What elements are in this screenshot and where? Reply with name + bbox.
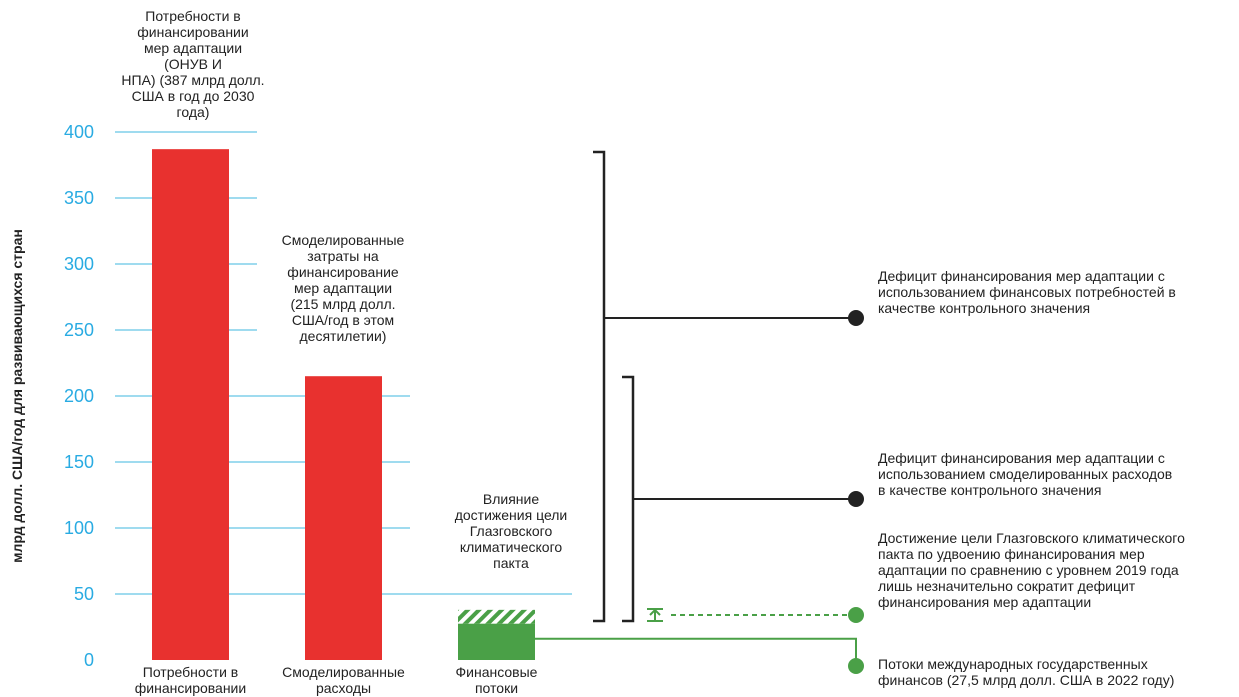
annotation-text: финансов (27,5 млрд долл. США в 2022 год… xyxy=(878,672,1174,688)
data-label: десятилетии) xyxy=(300,328,387,344)
data-label: финансировании xyxy=(137,24,248,40)
glasgow-hatch xyxy=(458,609,535,624)
y-tick-label: 400 xyxy=(64,122,94,142)
data-label: мер адаптации xyxy=(144,40,242,56)
annotation-text: в качестве контрольного значения xyxy=(878,482,1101,498)
y-tick-label: 350 xyxy=(64,188,94,208)
y-tick-label: 250 xyxy=(64,320,94,340)
annotation-text: использованием смоделированных расходов xyxy=(878,466,1172,482)
annotation-text: адаптации по сравнению с уровнем 2019 го… xyxy=(878,562,1179,578)
x-tick-label: потоки xyxy=(475,680,518,696)
annotation-text: финансирования мер адаптации xyxy=(878,594,1091,610)
annotation-text: Дефицит финансирования мер адаптации с xyxy=(878,268,1165,284)
data-label: США в год до 2030 xyxy=(132,88,255,104)
glasgow-arrow-head xyxy=(649,608,661,616)
annotation-text: лишь незначительно сократит дефицит xyxy=(878,578,1136,594)
data-label: достижения цели xyxy=(455,507,568,523)
marker-glasgow xyxy=(848,607,864,623)
y-tick-label: 200 xyxy=(64,386,94,406)
data-label: года) xyxy=(177,104,210,120)
y-tick-label: 150 xyxy=(64,452,94,472)
y-tick-label: 0 xyxy=(84,650,94,670)
bracket-needs xyxy=(593,150,606,623)
annotation-text: Дефицит финансирования мер адаптации с xyxy=(878,450,1165,466)
x-tick-label: Финансовые xyxy=(456,664,538,680)
annotation-text: пакта по удвоению финансирования мер xyxy=(878,546,1145,562)
y-tick-label: 300 xyxy=(64,254,94,274)
y-tick-label: 100 xyxy=(64,518,94,538)
x-tick-label: расходы xyxy=(316,680,371,696)
annotation-text: качестве контрольного значения xyxy=(878,300,1090,316)
y-tick-label: 50 xyxy=(74,584,94,604)
x-tick-label: Смоделированные xyxy=(282,664,405,680)
data-label: НПА) (387 млрд долл. xyxy=(121,72,264,88)
data-label: Смоделированные xyxy=(282,232,405,248)
data-label: Влияние xyxy=(483,491,539,507)
y-axis-title: млрд долл. США/год для развивающихся стр… xyxy=(9,229,25,563)
data-label: климатического xyxy=(460,539,563,555)
bar-2 xyxy=(305,376,382,660)
data-label: пакта xyxy=(493,555,529,571)
marker-needs xyxy=(848,310,864,326)
marker-flows xyxy=(848,658,864,674)
bracket-costs xyxy=(622,375,635,623)
marker-costs xyxy=(848,491,864,507)
data-label: затраты на xyxy=(307,248,379,264)
x-tick-label: финансировании xyxy=(135,680,246,696)
x-tick-label: Потребности в xyxy=(143,664,238,680)
data-label: Потребности в xyxy=(145,8,240,24)
annotation-text: Потоки международных государственных xyxy=(878,656,1148,672)
bar-1 xyxy=(152,149,229,660)
data-label: финансирование xyxy=(287,264,399,280)
data-label: (ОНУВ И xyxy=(164,56,222,72)
connector-flows xyxy=(535,637,857,666)
data-label: (215 млрд долл. xyxy=(290,296,395,312)
data-label: США/год в этом xyxy=(292,312,394,328)
annotation-text: использованием финансовых потребностей в xyxy=(878,284,1176,300)
annotation-text: Достижение цели Глазговского климатическ… xyxy=(878,530,1185,546)
data-label: Глазговского xyxy=(470,523,553,539)
bar-3 xyxy=(458,623,535,660)
data-label: мер адаптации xyxy=(294,280,392,296)
